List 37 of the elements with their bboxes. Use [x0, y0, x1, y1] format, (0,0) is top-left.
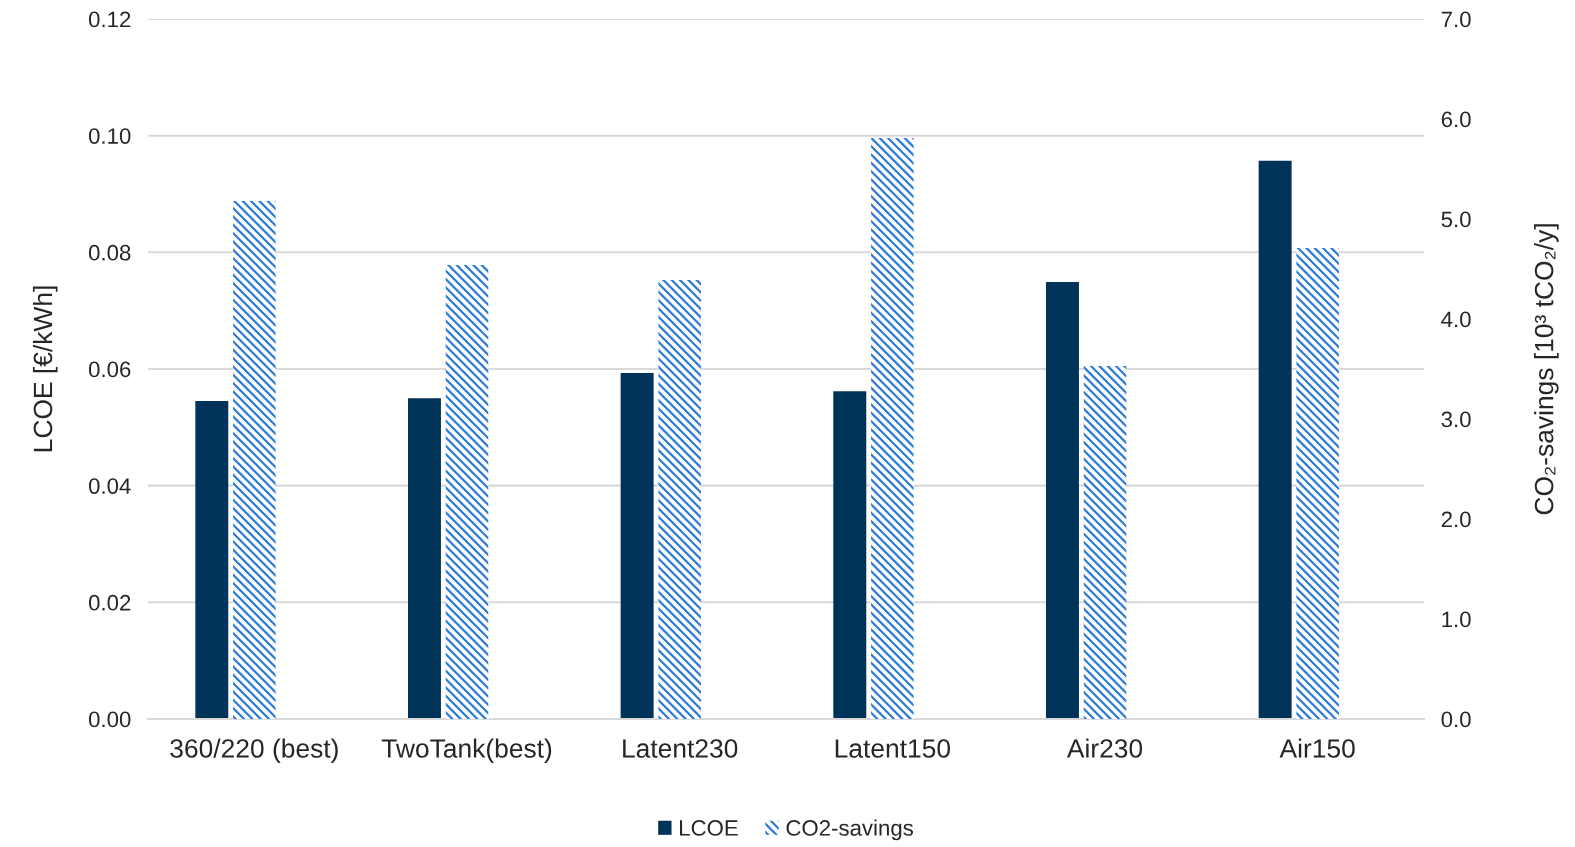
bar	[871, 138, 914, 719]
bar	[233, 201, 276, 719]
y2-tick-label: 4.0	[1441, 311, 1471, 328]
legend-label: LCOE	[680, 820, 738, 836]
bar	[1083, 366, 1127, 719]
y2-tick-label: 3.0	[1441, 411, 1471, 428]
y2-tick-label: 5.0	[1441, 211, 1471, 228]
y2-tick-label: 7.0	[1441, 11, 1471, 28]
y2-tick-label: 0.0	[1441, 711, 1471, 728]
y2-axis-title: CO₂-savings [10³ tCO₂/y]	[1534, 224, 1559, 515]
bar	[1045, 282, 1079, 719]
y2-tick-label: 6.0	[1441, 111, 1471, 128]
y-tick-label: 0.02	[88, 594, 131, 611]
bar	[407, 398, 441, 719]
bar	[1258, 160, 1292, 719]
x-tick-label: Air150	[1279, 738, 1355, 758]
x-tick-label: 360/220 (best)	[170, 738, 338, 764]
legend-label: CO2-savings	[786, 819, 914, 841]
y-tick-label: 0.10	[88, 128, 131, 144]
bar	[195, 401, 229, 719]
y-tick-label: 0.06	[88, 361, 131, 378]
y-axis-title: LCOE [€/kWh]	[32, 286, 58, 452]
bar	[658, 280, 701, 719]
bar	[445, 265, 489, 719]
bar	[1296, 248, 1339, 719]
y-tick-label: 0.12	[88, 11, 131, 28]
x-tick-label: Latent230	[623, 739, 738, 758]
y-tick-label: 0.04	[88, 478, 131, 494]
y2-tick-label: 1.0	[1442, 611, 1471, 628]
y2-tick-label: 2.0	[1441, 511, 1471, 528]
x-tick-label: TwoTank(best)	[381, 738, 552, 764]
x-tick-label: Latent150	[835, 739, 951, 758]
y-tick-label: 0.00	[88, 711, 131, 728]
y-tick-label: 0.08	[88, 244, 131, 261]
bar	[833, 391, 867, 719]
x-tick-label: Air230	[1066, 738, 1143, 758]
bar	[620, 373, 654, 719]
